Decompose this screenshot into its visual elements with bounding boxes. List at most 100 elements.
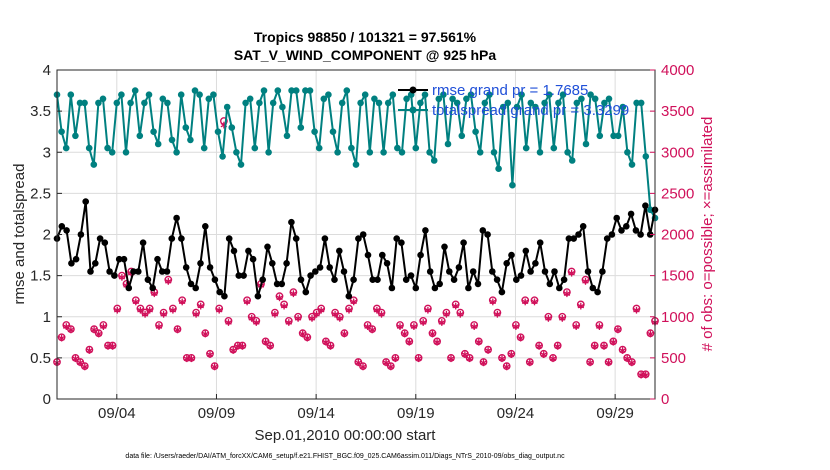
obs-assimilated-point [72,355,79,363]
spread-point [182,124,190,131]
obs-assimilated-point [81,363,89,371]
spread-point [596,132,604,140]
obs-assimilated-point [401,330,408,338]
obs-assimilated-point [531,298,538,306]
obs-assimilated-point [489,298,497,306]
obs-assimilated-point [577,302,585,310]
obs-assimilated-point [443,310,450,318]
rmse-point [68,260,75,267]
obs-assimilated-point [364,323,371,330]
obs-assimilated-point [535,343,543,350]
spread-point [58,128,65,135]
rmse-point [417,251,424,259]
rmse-point [412,284,420,292]
rmse-point [527,268,534,275]
obs-assimilated-point [164,278,172,285]
spread-point [279,103,286,111]
rmse-point [517,272,525,279]
obs-assimilated-point [623,355,631,363]
rmse-point [637,231,644,238]
rmse-point [355,235,362,242]
rmse-point [575,231,582,238]
obs-assimilated-point [480,359,487,367]
spread-point [260,87,268,94]
rmse-point [398,239,405,246]
obs-assimilated-point [137,306,144,314]
rmse-point [599,268,606,275]
rmse-point [503,260,511,267]
rmse-point [269,260,276,267]
obs-assimilated-point [192,310,200,318]
obs-assimilated-point [141,310,149,318]
spread-point [329,128,337,135]
spread-point [509,181,516,189]
spread-point [122,149,130,156]
obs-assimilated-point [151,290,158,298]
x-tick-label: 09/29 [596,405,634,422]
spread-point [476,149,484,156]
spread-point [164,99,171,107]
spread-point [223,103,231,111]
y-tick-label-left: 1 [43,309,51,326]
spread-point [210,91,217,98]
obs-assimilated-point [155,323,163,330]
spread-point [306,87,314,94]
rmse-point [264,243,271,251]
obs-assimilated-point [614,326,622,334]
spread-point [196,91,203,98]
obs-assimilated-point [517,334,524,342]
obs-assimilated-point [410,323,418,330]
spread-point [458,132,466,140]
spread-point [76,99,84,107]
spread-point [545,91,553,98]
spread-point [177,91,185,98]
rmse-point [206,264,214,271]
rmse-point [254,292,262,300]
spread-point [430,157,438,164]
obs-assimilated-point [461,351,469,358]
rmse-point [321,235,329,242]
rmse-point [546,280,554,288]
y-tick-label-right: 0 [661,391,669,408]
obs-assimilated-point [526,359,534,367]
rmse-point [364,251,372,259]
legend-spread-label: totalspread grand pr = 3.3299 [432,102,629,119]
spread-point [348,144,355,152]
x-tick-label: 09/09 [198,405,236,422]
spread-point [472,128,479,135]
obs-assimilated-point [160,310,167,318]
obs-assimilated-point [387,363,395,371]
legend-spread-marker [409,106,417,114]
obs-assimilated-point [554,343,561,350]
rmse-point [92,260,99,267]
spread-point [518,91,525,98]
spread-point [467,91,475,98]
rmse-point [618,227,625,234]
obs-assimilated-point [341,330,348,338]
spread-point [343,87,351,94]
rmse-point [627,210,635,218]
obs-assimilated-point [484,347,492,354]
rmse-point [235,272,243,279]
spread-point [504,99,512,107]
spread-point [490,149,498,156]
rmse-point [450,276,458,284]
spread-point [444,140,452,148]
rmse-point [455,264,463,271]
spread-point [67,91,75,98]
obs-assimilated-point [368,326,376,334]
obs-assimilated-point [299,330,306,338]
obs-assimilated-point [336,315,344,322]
rmse-point [460,239,467,246]
y-tick-label-left: 2.5 [30,185,51,202]
rmse-point [446,268,453,275]
obs-assimilated-point [197,302,204,310]
spread-point [578,95,585,103]
spread-point [127,99,134,107]
rmse-point [158,268,166,275]
obs-assimilated-point [558,315,566,322]
rmse-point [135,268,142,275]
spread-point [357,99,364,107]
obs-assimilated-point [619,347,626,354]
spread-point [366,149,374,156]
